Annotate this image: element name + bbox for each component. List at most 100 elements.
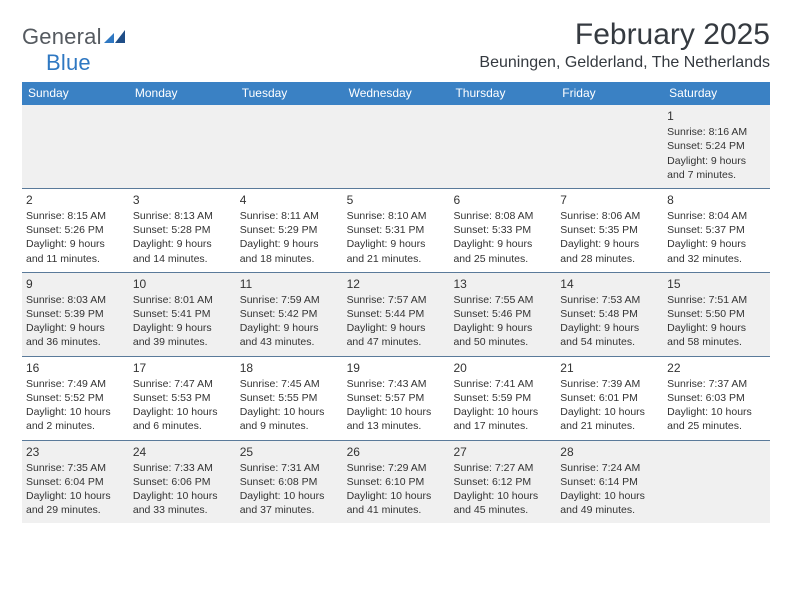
daylight-text: Daylight: 10 hours and 33 minutes. bbox=[133, 489, 232, 517]
daylight-text: Daylight: 10 hours and 9 minutes. bbox=[240, 405, 339, 433]
sunrise-text: Sunrise: 7:53 AM bbox=[560, 293, 659, 307]
day-number: 25 bbox=[240, 444, 339, 460]
day-cell: 16Sunrise: 7:49 AMSunset: 5:52 PMDayligh… bbox=[22, 357, 129, 440]
day-number: 13 bbox=[453, 276, 552, 292]
sunrise-text: Sunrise: 8:06 AM bbox=[560, 209, 659, 223]
sunset-text: Sunset: 5:59 PM bbox=[453, 391, 552, 405]
sunset-text: Sunset: 5:44 PM bbox=[347, 307, 446, 321]
day-cell: 17Sunrise: 7:47 AMSunset: 5:53 PMDayligh… bbox=[129, 357, 236, 440]
sunset-text: Sunset: 6:10 PM bbox=[347, 475, 446, 489]
day-number: 17 bbox=[133, 360, 232, 376]
week-row: 16Sunrise: 7:49 AMSunset: 5:52 PMDayligh… bbox=[22, 356, 770, 440]
day-number: 12 bbox=[347, 276, 446, 292]
day-number: 10 bbox=[133, 276, 232, 292]
week-row: 23Sunrise: 7:35 AMSunset: 6:04 PMDayligh… bbox=[22, 440, 770, 524]
daylight-text: Daylight: 10 hours and 37 minutes. bbox=[240, 489, 339, 517]
day-cell bbox=[556, 105, 663, 188]
page-header: General Blue February 2025 Beuningen, Ge… bbox=[22, 18, 770, 76]
sunset-text: Sunset: 5:41 PM bbox=[133, 307, 232, 321]
day-cell: 3Sunrise: 8:13 AMSunset: 5:28 PMDaylight… bbox=[129, 189, 236, 272]
day-number: 4 bbox=[240, 192, 339, 208]
daylight-text: Daylight: 9 hours and 28 minutes. bbox=[560, 237, 659, 265]
weekday-header: Thursday bbox=[449, 82, 556, 105]
sunset-text: Sunset: 5:50 PM bbox=[667, 307, 766, 321]
sunset-text: Sunset: 5:48 PM bbox=[560, 307, 659, 321]
day-number: 20 bbox=[453, 360, 552, 376]
day-cell: 7Sunrise: 8:06 AMSunset: 5:35 PMDaylight… bbox=[556, 189, 663, 272]
day-cell: 2Sunrise: 8:15 AMSunset: 5:26 PMDaylight… bbox=[22, 189, 129, 272]
daylight-text: Daylight: 9 hours and 11 minutes. bbox=[26, 237, 125, 265]
day-number: 24 bbox=[133, 444, 232, 460]
daylight-text: Daylight: 9 hours and 47 minutes. bbox=[347, 321, 446, 349]
day-cell: 20Sunrise: 7:41 AMSunset: 5:59 PMDayligh… bbox=[449, 357, 556, 440]
sunrise-text: Sunrise: 8:13 AM bbox=[133, 209, 232, 223]
week-row: 2Sunrise: 8:15 AMSunset: 5:26 PMDaylight… bbox=[22, 188, 770, 272]
sunset-text: Sunset: 5:57 PM bbox=[347, 391, 446, 405]
sunrise-text: Sunrise: 8:04 AM bbox=[667, 209, 766, 223]
day-cell: 14Sunrise: 7:53 AMSunset: 5:48 PMDayligh… bbox=[556, 273, 663, 356]
day-number: 22 bbox=[667, 360, 766, 376]
day-cell bbox=[22, 105, 129, 188]
sunrise-text: Sunrise: 8:01 AM bbox=[133, 293, 232, 307]
sunset-text: Sunset: 6:08 PM bbox=[240, 475, 339, 489]
daylight-text: Daylight: 10 hours and 13 minutes. bbox=[347, 405, 446, 433]
weekday-header: Tuesday bbox=[236, 82, 343, 105]
day-number: 11 bbox=[240, 276, 339, 292]
day-cell: 8Sunrise: 8:04 AMSunset: 5:37 PMDaylight… bbox=[663, 189, 770, 272]
sunrise-text: Sunrise: 7:49 AM bbox=[26, 377, 125, 391]
day-cell: 19Sunrise: 7:43 AMSunset: 5:57 PMDayligh… bbox=[343, 357, 450, 440]
sunset-text: Sunset: 5:31 PM bbox=[347, 223, 446, 237]
sunrise-text: Sunrise: 7:35 AM bbox=[26, 461, 125, 475]
sunset-text: Sunset: 6:04 PM bbox=[26, 475, 125, 489]
day-number: 6 bbox=[453, 192, 552, 208]
day-number: 19 bbox=[347, 360, 446, 376]
day-cell: 9Sunrise: 8:03 AMSunset: 5:39 PMDaylight… bbox=[22, 273, 129, 356]
day-cell: 28Sunrise: 7:24 AMSunset: 6:14 PMDayligh… bbox=[556, 441, 663, 524]
week-row: 9Sunrise: 8:03 AMSunset: 5:39 PMDaylight… bbox=[22, 272, 770, 356]
day-number: 15 bbox=[667, 276, 766, 292]
day-cell: 13Sunrise: 7:55 AMSunset: 5:46 PMDayligh… bbox=[449, 273, 556, 356]
day-number: 5 bbox=[347, 192, 446, 208]
daylight-text: Daylight: 10 hours and 41 minutes. bbox=[347, 489, 446, 517]
sunrise-text: Sunrise: 7:47 AM bbox=[133, 377, 232, 391]
title-block: February 2025 Beuningen, Gelderland, The… bbox=[479, 18, 770, 72]
sunset-text: Sunset: 6:01 PM bbox=[560, 391, 659, 405]
day-cell: 25Sunrise: 7:31 AMSunset: 6:08 PMDayligh… bbox=[236, 441, 343, 524]
sunrise-text: Sunrise: 7:59 AM bbox=[240, 293, 339, 307]
daylight-text: Daylight: 9 hours and 39 minutes. bbox=[133, 321, 232, 349]
day-number: 18 bbox=[240, 360, 339, 376]
month-title: February 2025 bbox=[479, 18, 770, 52]
sunset-text: Sunset: 5:37 PM bbox=[667, 223, 766, 237]
week-row: 1Sunrise: 8:16 AMSunset: 5:24 PMDaylight… bbox=[22, 105, 770, 188]
day-cell: 23Sunrise: 7:35 AMSunset: 6:04 PMDayligh… bbox=[22, 441, 129, 524]
sunrise-text: Sunrise: 7:31 AM bbox=[240, 461, 339, 475]
sunset-text: Sunset: 5:46 PM bbox=[453, 307, 552, 321]
weekday-header: Wednesday bbox=[343, 82, 450, 105]
sunrise-text: Sunrise: 8:16 AM bbox=[667, 125, 766, 139]
daylight-text: Daylight: 10 hours and 6 minutes. bbox=[133, 405, 232, 433]
day-cell: 6Sunrise: 8:08 AMSunset: 5:33 PMDaylight… bbox=[449, 189, 556, 272]
sunrise-text: Sunrise: 7:51 AM bbox=[667, 293, 766, 307]
sunrise-text: Sunrise: 7:29 AM bbox=[347, 461, 446, 475]
daylight-text: Daylight: 9 hours and 7 minutes. bbox=[667, 154, 766, 182]
sunset-text: Sunset: 5:29 PM bbox=[240, 223, 339, 237]
sunset-text: Sunset: 5:52 PM bbox=[26, 391, 125, 405]
sunrise-text: Sunrise: 7:55 AM bbox=[453, 293, 552, 307]
day-cell: 12Sunrise: 7:57 AMSunset: 5:44 PMDayligh… bbox=[343, 273, 450, 356]
sunset-text: Sunset: 5:53 PM bbox=[133, 391, 232, 405]
sunset-text: Sunset: 6:03 PM bbox=[667, 391, 766, 405]
sunset-text: Sunset: 5:35 PM bbox=[560, 223, 659, 237]
sunrise-text: Sunrise: 8:08 AM bbox=[453, 209, 552, 223]
day-number: 16 bbox=[26, 360, 125, 376]
day-cell: 10Sunrise: 8:01 AMSunset: 5:41 PMDayligh… bbox=[129, 273, 236, 356]
daylight-text: Daylight: 10 hours and 2 minutes. bbox=[26, 405, 125, 433]
day-cell: 26Sunrise: 7:29 AMSunset: 6:10 PMDayligh… bbox=[343, 441, 450, 524]
day-cell: 1Sunrise: 8:16 AMSunset: 5:24 PMDaylight… bbox=[663, 105, 770, 188]
flag-icon bbox=[104, 30, 126, 49]
day-cell: 21Sunrise: 7:39 AMSunset: 6:01 PMDayligh… bbox=[556, 357, 663, 440]
calendar-grid: Sunday Monday Tuesday Wednesday Thursday… bbox=[22, 82, 770, 523]
weekday-header: Saturday bbox=[663, 82, 770, 105]
daylight-text: Daylight: 9 hours and 14 minutes. bbox=[133, 237, 232, 265]
brand-name-2: Blue bbox=[46, 50, 91, 75]
sunset-text: Sunset: 5:24 PM bbox=[667, 139, 766, 153]
